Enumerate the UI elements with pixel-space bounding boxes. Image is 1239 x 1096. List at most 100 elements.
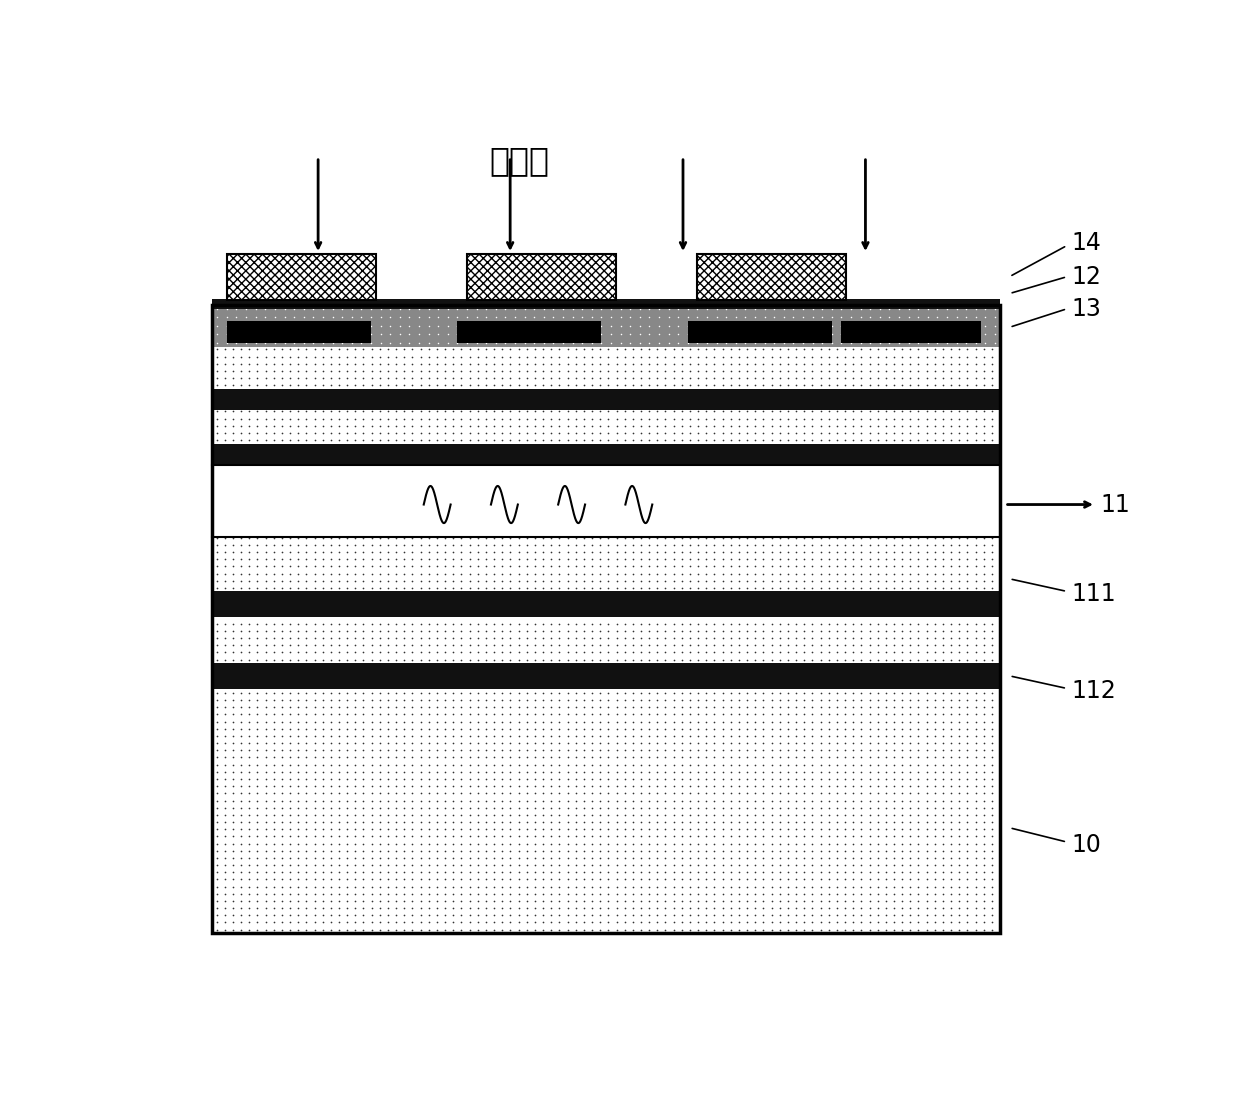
Point	[664, 921, 684, 938]
Point	[305, 749, 325, 766]
Point	[476, 706, 496, 723]
Point	[410, 355, 430, 373]
Point	[810, 864, 830, 881]
Point	[517, 410, 536, 427]
Point	[248, 536, 268, 553]
Point	[810, 558, 830, 575]
Point	[623, 643, 643, 661]
Point	[787, 842, 807, 859]
Point	[615, 558, 634, 575]
Point	[460, 813, 479, 831]
Point	[330, 856, 349, 874]
Point	[378, 651, 398, 669]
Point	[860, 637, 880, 654]
Point	[851, 317, 871, 334]
Point	[958, 763, 978, 780]
Point	[908, 799, 928, 817]
Point	[574, 369, 593, 387]
Point	[933, 684, 953, 701]
Point	[688, 706, 707, 723]
Point	[574, 720, 593, 738]
Point	[460, 827, 479, 845]
Point	[876, 734, 896, 752]
Point	[696, 813, 716, 831]
Point	[223, 572, 243, 590]
Point	[901, 892, 921, 910]
Point	[214, 734, 234, 752]
Point	[419, 544, 439, 561]
Point	[851, 341, 871, 358]
Point	[819, 615, 839, 632]
Point	[271, 651, 291, 669]
Point	[680, 623, 700, 640]
Point	[983, 827, 1002, 845]
Point	[296, 921, 316, 938]
Point	[958, 842, 978, 859]
Point	[264, 362, 284, 379]
Point	[631, 536, 650, 553]
Point	[696, 637, 716, 654]
Point	[275, 300, 295, 318]
Point	[705, 864, 725, 881]
Point	[590, 706, 610, 723]
Point	[214, 369, 234, 387]
Point	[517, 529, 536, 547]
Point	[753, 864, 773, 881]
Point	[607, 892, 627, 910]
Point	[582, 536, 602, 553]
Point	[549, 369, 569, 387]
Point	[280, 770, 300, 788]
Point	[296, 424, 316, 442]
Point	[590, 870, 610, 888]
Point	[769, 827, 789, 845]
Point	[271, 835, 291, 853]
Point	[844, 849, 864, 867]
Point	[835, 756, 855, 774]
Point	[924, 529, 944, 547]
Point	[933, 369, 953, 387]
Point	[558, 637, 577, 654]
Point	[813, 326, 833, 343]
Point	[574, 849, 593, 867]
Point	[924, 921, 944, 938]
Point	[362, 791, 382, 809]
Point	[712, 720, 732, 738]
Point	[787, 706, 807, 723]
Point	[427, 849, 447, 867]
Point	[549, 402, 569, 420]
Text: 112: 112	[1072, 680, 1116, 703]
Point	[655, 849, 675, 867]
Point	[885, 550, 904, 568]
Point	[387, 550, 406, 568]
Point	[901, 720, 921, 738]
Point	[289, 785, 309, 802]
Point	[255, 886, 275, 903]
Point	[444, 369, 463, 387]
Point	[280, 821, 300, 838]
Point	[533, 914, 553, 932]
Point	[280, 623, 300, 640]
Point	[444, 544, 463, 561]
Point	[330, 615, 349, 632]
Point	[623, 623, 643, 640]
Point	[716, 326, 736, 343]
Point	[207, 728, 227, 745]
Point	[321, 777, 341, 795]
Point	[394, 914, 414, 932]
Point	[810, 821, 830, 838]
Point	[501, 698, 520, 716]
Point	[255, 807, 275, 824]
Point	[917, 692, 937, 709]
Point	[533, 355, 553, 373]
Point	[712, 799, 732, 817]
Point	[362, 362, 382, 379]
Point	[787, 870, 807, 888]
Point	[598, 785, 618, 802]
Point	[949, 712, 969, 730]
Point	[460, 849, 479, 867]
Point	[688, 827, 707, 845]
Point	[387, 692, 406, 709]
Point	[721, 763, 741, 780]
Point	[844, 529, 864, 547]
Point	[917, 864, 937, 881]
